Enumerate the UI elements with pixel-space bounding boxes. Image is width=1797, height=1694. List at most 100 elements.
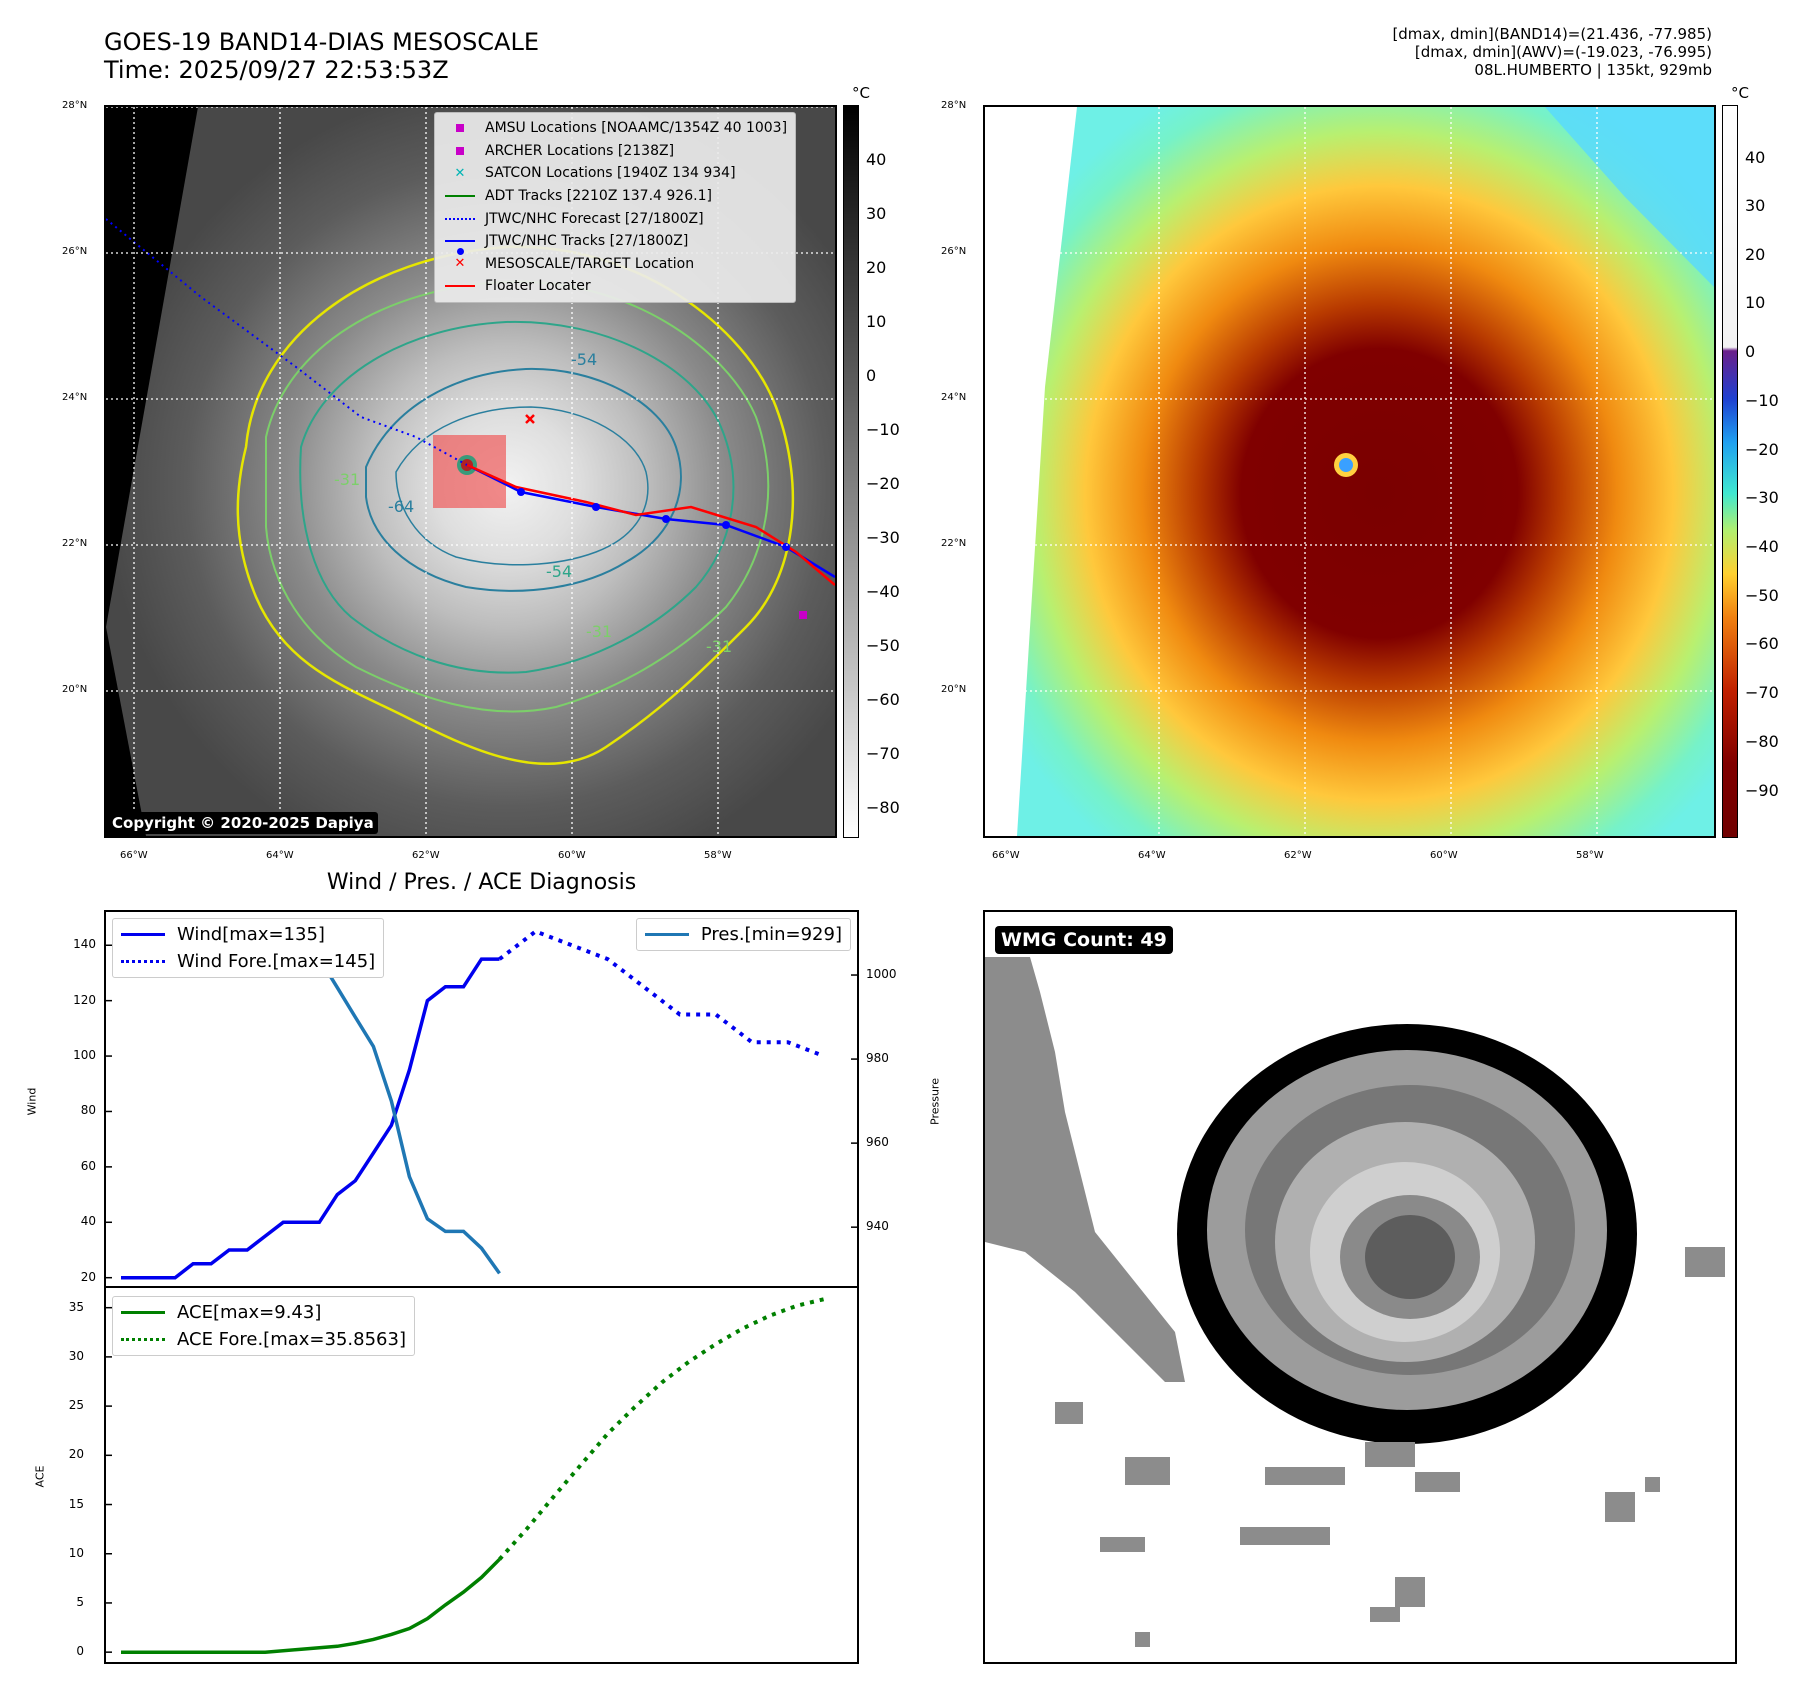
ace-axis-label: ACE xyxy=(33,1465,47,1488)
lat-label: 26°N xyxy=(941,246,967,257)
legend-item: ADT Tracks [2210Z 137.4 926.1] xyxy=(443,185,787,208)
wind-axis-label: Wind xyxy=(25,1087,39,1116)
legend-item: Wind[max=135] xyxy=(121,921,375,948)
series-line xyxy=(498,929,825,1058)
awv-imagery xyxy=(985,107,1714,836)
y-tick-label: 120 xyxy=(73,992,96,1007)
lon-label: 60°W xyxy=(1430,850,1458,861)
ir-satellite-panel: -54 -64 -54 -31 -31 -31 AMSU Locations [… xyxy=(104,105,837,838)
lon-label: 64°W xyxy=(266,850,294,861)
y-tick-label: 35 xyxy=(68,1299,84,1314)
y-tick-label: 20 xyxy=(68,1447,84,1462)
awv-panel xyxy=(983,105,1716,838)
solid-line-icon xyxy=(445,285,475,288)
lon-label: 58°W xyxy=(704,850,732,861)
contour-label: -31 xyxy=(334,470,360,489)
title-line-2: Time: 2025/09/27 22:53:53Z xyxy=(104,56,449,84)
ace-plot-area xyxy=(106,1297,825,1654)
info-line-1: [dmax, dmin](BAND14)=(21.436, -77.985) xyxy=(1392,25,1712,43)
colorbar-tick: −80 xyxy=(866,798,900,817)
lon-label: 66°W xyxy=(992,850,1020,861)
legend-item: Floater Locater xyxy=(443,275,787,298)
legend-item: ✕ MESOSCALE/TARGET Location xyxy=(454,255,695,272)
contour-label: -64 xyxy=(388,497,414,516)
colorbar-tick: −20 xyxy=(866,474,900,493)
pressure-axis-label: Pressure xyxy=(928,1078,942,1125)
y-tick-label: 30 xyxy=(68,1348,84,1363)
colorbar-tick: −40 xyxy=(866,582,900,601)
wmg-image xyxy=(985,957,1725,1647)
ir-colorbar xyxy=(843,105,859,838)
y2-tick-label: 960 xyxy=(866,1135,889,1150)
y2-tick-label: 1000 xyxy=(866,967,897,982)
y2-tick-label: 980 xyxy=(866,1051,889,1066)
dot-line-icon xyxy=(445,240,475,243)
page-title: GOES-19 BAND14-DIAS MESOSCALE Time: 2025… xyxy=(104,28,539,84)
y-tick-label: 40 xyxy=(80,1214,96,1229)
awv-colorbar xyxy=(1722,105,1738,838)
ace-chart: ACE[max=9.43] ACE Fore.[max=35.8563] xyxy=(104,1286,859,1664)
lat-label: 20°N xyxy=(62,684,88,695)
ace-legend: ACE[max=9.43] ACE Fore.[max=35.8563] xyxy=(112,1296,415,1356)
wmg-count-badge: WMG Count: 49 xyxy=(995,926,1173,954)
legend-item: Wind Fore.[max=145] xyxy=(121,948,375,975)
solid-line-icon xyxy=(445,195,475,198)
ir-colorbar-unit: °C xyxy=(852,84,870,102)
square-marker-icon xyxy=(456,124,464,133)
legend-item: ACE[max=9.43] xyxy=(121,1299,406,1326)
colorbar-tick: −60 xyxy=(1745,634,1779,653)
solid-line-icon xyxy=(121,1311,165,1314)
y-tick-label: 15 xyxy=(68,1496,84,1511)
dotted-line-icon xyxy=(121,960,165,963)
colorbar-tick: 30 xyxy=(1745,196,1766,215)
info-line-3: 08L.HUMBERTO | 135kt, 929mb xyxy=(1474,61,1712,79)
y2-tick-label: 940 xyxy=(866,1219,889,1234)
colorbar-tick: −20 xyxy=(1745,440,1779,459)
lat-label: 24°N xyxy=(62,392,88,403)
info-line-2: [dmax, dmin](AWV)=(-19.023, -76.995) xyxy=(1414,43,1712,61)
colorbar-tick: 20 xyxy=(866,258,887,277)
diagnosis-title: Wind / Pres. / ACE Diagnosis xyxy=(326,870,637,895)
lon-label: 64°W xyxy=(1138,850,1166,861)
colorbar-tick: −10 xyxy=(1745,391,1779,410)
lat-label: 28°N xyxy=(62,100,88,111)
legend-item: JTWC/NHC Tracks [27/1800Z] xyxy=(443,230,787,256)
title-line-1: GOES-19 BAND14-DIAS MESOSCALE xyxy=(104,28,540,56)
lon-label: 62°W xyxy=(1284,850,1312,861)
colorbar-tick: −40 xyxy=(1745,537,1779,556)
lon-label: 60°W xyxy=(558,850,586,861)
y-tick-label: 80 xyxy=(80,1103,96,1118)
x-marker-icon: ✕ xyxy=(454,165,466,181)
colorbar-tick: −50 xyxy=(1745,586,1779,605)
wind-pressure-chart: Wind[max=135] Wind Fore.[max=145] Pres.[… xyxy=(104,910,859,1288)
series-line xyxy=(121,1558,501,1654)
colorbar-tick: 20 xyxy=(1745,245,1766,264)
square-marker-icon xyxy=(456,146,464,155)
colorbar-tick: −70 xyxy=(866,744,900,763)
contour-label: -31 xyxy=(586,622,612,641)
pressure-legend: Pres.[min=929] xyxy=(635,918,851,951)
y-tick-label: 10 xyxy=(68,1545,84,1560)
solid-line-icon xyxy=(644,933,689,936)
lat-label: 20°N xyxy=(941,684,967,695)
colorbar-tick: −30 xyxy=(866,528,900,547)
y-tick-label: 20 xyxy=(80,1269,96,1284)
colorbar-tick: 10 xyxy=(1745,293,1766,312)
colorbar-tick: 0 xyxy=(866,366,877,385)
dotted-line-icon xyxy=(121,1338,165,1341)
legend-item: ACE Fore.[max=35.8563] xyxy=(121,1326,406,1353)
colorbar-tick: −50 xyxy=(866,636,900,655)
series-line xyxy=(121,957,500,1280)
lat-label: 26°N xyxy=(62,246,88,257)
y-tick-label: 140 xyxy=(73,937,96,952)
colorbar-tick: 30 xyxy=(866,204,887,223)
colorbar-tick: −30 xyxy=(1745,488,1779,507)
ir-legend: AMSU Locations [NOAAMC/1354Z 40 1003] AR… xyxy=(434,112,797,303)
colorbar-tick: 40 xyxy=(866,150,887,169)
storm-info: [dmax, dmin](BAND14)=(21.436, -77.985) [… xyxy=(1392,25,1712,79)
wmg-panel: WMG Count: 49 xyxy=(983,910,1737,1664)
copyright-badge: Copyright © 2020-2025 Dapiya xyxy=(108,812,378,834)
y-tick-label: 25 xyxy=(68,1398,84,1413)
lon-label: 62°W xyxy=(412,850,440,861)
lon-label: 66°W xyxy=(120,850,148,861)
